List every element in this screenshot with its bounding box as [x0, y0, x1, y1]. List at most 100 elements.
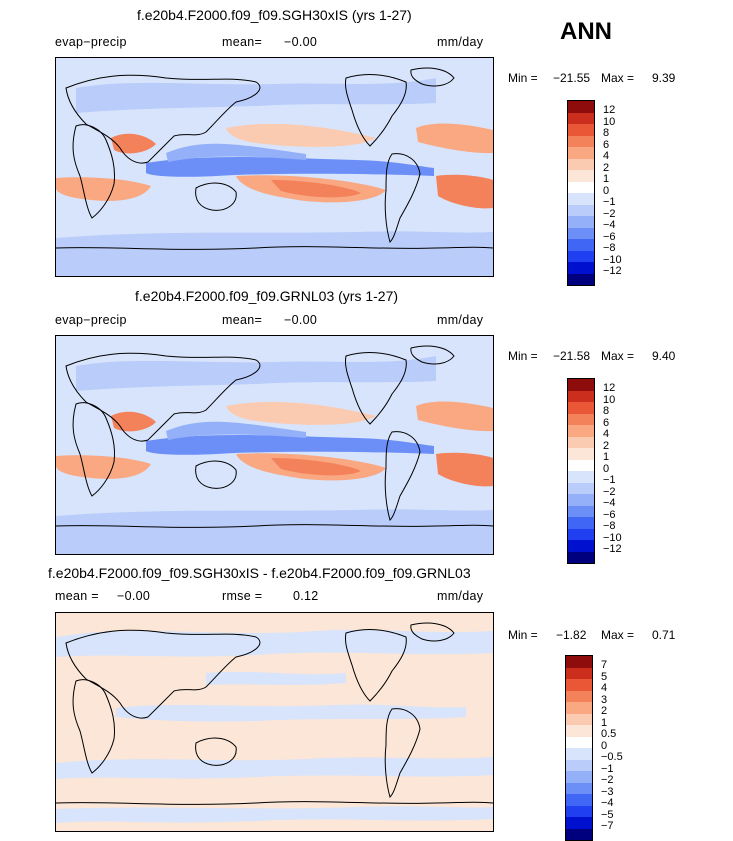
- panel1-colorbar-scale: [567, 100, 595, 286]
- panel3-max-value: 0.71: [652, 628, 676, 642]
- panel1-map: [55, 57, 494, 277]
- cbar2-label: −6: [603, 508, 616, 521]
- cbar2-seg-10: [568, 494, 594, 506]
- cbar3-seg-6: [566, 725, 592, 737]
- cbar2-seg-9: [568, 482, 594, 494]
- cbar1-seg-14: [568, 262, 594, 274]
- panel1-map-field: [56, 58, 493, 276]
- cbar1-label: −10: [603, 253, 622, 266]
- cbar2-label: 12: [603, 382, 616, 394]
- cbar2-seg-0: [568, 379, 594, 391]
- cbar2-seg-2: [568, 402, 594, 414]
- panel2-map-field: [56, 336, 493, 554]
- cbar2-label: 8: [603, 405, 610, 417]
- cbar1-label: 0: [603, 184, 610, 197]
- cbar2-seg-14: [568, 540, 594, 552]
- cbar1-seg-15: [568, 273, 594, 285]
- panel2-title: f.e20b4.F2000.f09_f09.GRNL03 (yrs 1-27): [135, 288, 399, 304]
- panel2-mean-value: −0.00: [284, 313, 318, 327]
- panel1-title: f.e20b4.F2000.f09_f09.SGH30xIS (yrs 1-27…: [137, 7, 412, 23]
- cbar3-seg-11: [566, 782, 592, 794]
- panel2-min-value: −21.58: [553, 349, 591, 363]
- panel3-colorbar-scale: [565, 655, 593, 841]
- cbar1-seg-8: [568, 193, 594, 205]
- cbar2-label: −8: [603, 520, 616, 532]
- panel2-min-label: Min =: [508, 349, 538, 363]
- cbar3-label: 7: [601, 659, 608, 671]
- cbar2-seg-3: [568, 413, 594, 425]
- cbar3-label: −1: [601, 762, 614, 775]
- cbar3-label: 1: [601, 716, 608, 729]
- panel2-max-label: Max =: [601, 349, 635, 363]
- panel2-map: [55, 335, 494, 555]
- cbar1-seg-5: [568, 158, 594, 170]
- cbar1-seg-4: [568, 147, 594, 159]
- cbar1-label: 1: [603, 173, 610, 185]
- cbar3-label: −5: [601, 808, 614, 821]
- cbar1-label: −2: [603, 207, 616, 220]
- cbar1-label: −8: [603, 242, 616, 254]
- cbar3-label: 0: [601, 739, 608, 752]
- cbar2-seg-12: [568, 517, 594, 529]
- cbar2-label: −1: [603, 474, 616, 486]
- cbar3-seg-15: [566, 828, 592, 840]
- cbar1-label: 10: [603, 115, 616, 128]
- cbar3-label: 0.5: [601, 728, 617, 740]
- cbar2-label: −10: [603, 531, 622, 544]
- panel3-mean-label: mean =: [55, 589, 99, 603]
- cbar2-seg-8: [568, 471, 594, 483]
- cbar3-label: −7: [601, 820, 614, 832]
- cbar3-label: 2: [601, 705, 608, 717]
- cbar1-seg-10: [568, 216, 594, 228]
- cbar3-seg-12: [566, 794, 592, 806]
- cbar1-seg-12: [568, 239, 594, 251]
- panel3-units: mm/day: [437, 589, 484, 603]
- cbar3-seg-3: [566, 690, 592, 702]
- panel1-mean-value: −0.00: [284, 35, 318, 49]
- cbar3-label: 4: [601, 682, 608, 694]
- panel1-min-value: −21.55: [553, 71, 591, 85]
- cbar1-label: 12: [603, 104, 616, 116]
- cbar1-seg-1: [568, 112, 594, 124]
- cbar3-label: −2: [601, 774, 614, 786]
- cbar1-label: 2: [603, 161, 610, 174]
- panel1-units: mm/day: [437, 35, 484, 49]
- cbar1-label: 4: [603, 150, 610, 162]
- cbar2-seg-1: [568, 390, 594, 402]
- panel3-rmse-value: 0.12: [293, 589, 319, 603]
- cbar1-seg-13: [568, 250, 594, 262]
- cbar3-label: −0.5: [601, 751, 623, 763]
- cbar2-seg-11: [568, 505, 594, 517]
- cbar1-seg-3: [568, 135, 594, 147]
- cbar2-label: 2: [603, 439, 610, 452]
- cbar2-seg-7: [568, 459, 594, 471]
- cbar3-seg-1: [566, 667, 592, 679]
- cbar2-label: 6: [603, 416, 610, 429]
- cbar3-seg-13: [566, 805, 592, 817]
- panel3-map: [55, 612, 494, 832]
- panel3-rmse-label: rmse =: [222, 589, 263, 603]
- cbar3-seg-2: [566, 679, 592, 691]
- cbar1-label: −4: [603, 219, 616, 231]
- cbar3-seg-7: [566, 736, 592, 748]
- cbar2-seg-13: [568, 528, 594, 540]
- cbar1-seg-9: [568, 204, 594, 216]
- cbar2-seg-15: [568, 551, 594, 563]
- panel2-colorbar-scale: [567, 378, 595, 564]
- panel1-min-label: Min =: [508, 71, 538, 85]
- cbar3-label: 5: [601, 670, 608, 683]
- panel3-max-label: Max =: [601, 628, 635, 642]
- panel2-max-value: 9.40: [652, 349, 676, 363]
- cbar1-label: −1: [603, 196, 616, 208]
- cbar1-seg-11: [568, 227, 594, 239]
- panel3-title: f.e20b4.F2000.f09_f09.SGH30xIS - f.e20b4…: [48, 565, 471, 581]
- cbar3-label: −3: [601, 785, 614, 798]
- panel1-max-value: 9.39: [652, 71, 676, 85]
- cbar2-label: 1: [603, 451, 610, 463]
- panel2-variable: evap−precip: [55, 313, 127, 327]
- cbar1-label: −6: [603, 230, 616, 243]
- cbar2-seg-6: [568, 448, 594, 460]
- cbar1-seg-7: [568, 181, 594, 193]
- cbar2-label: 0: [603, 462, 610, 475]
- cbar2-label: 4: [603, 428, 610, 440]
